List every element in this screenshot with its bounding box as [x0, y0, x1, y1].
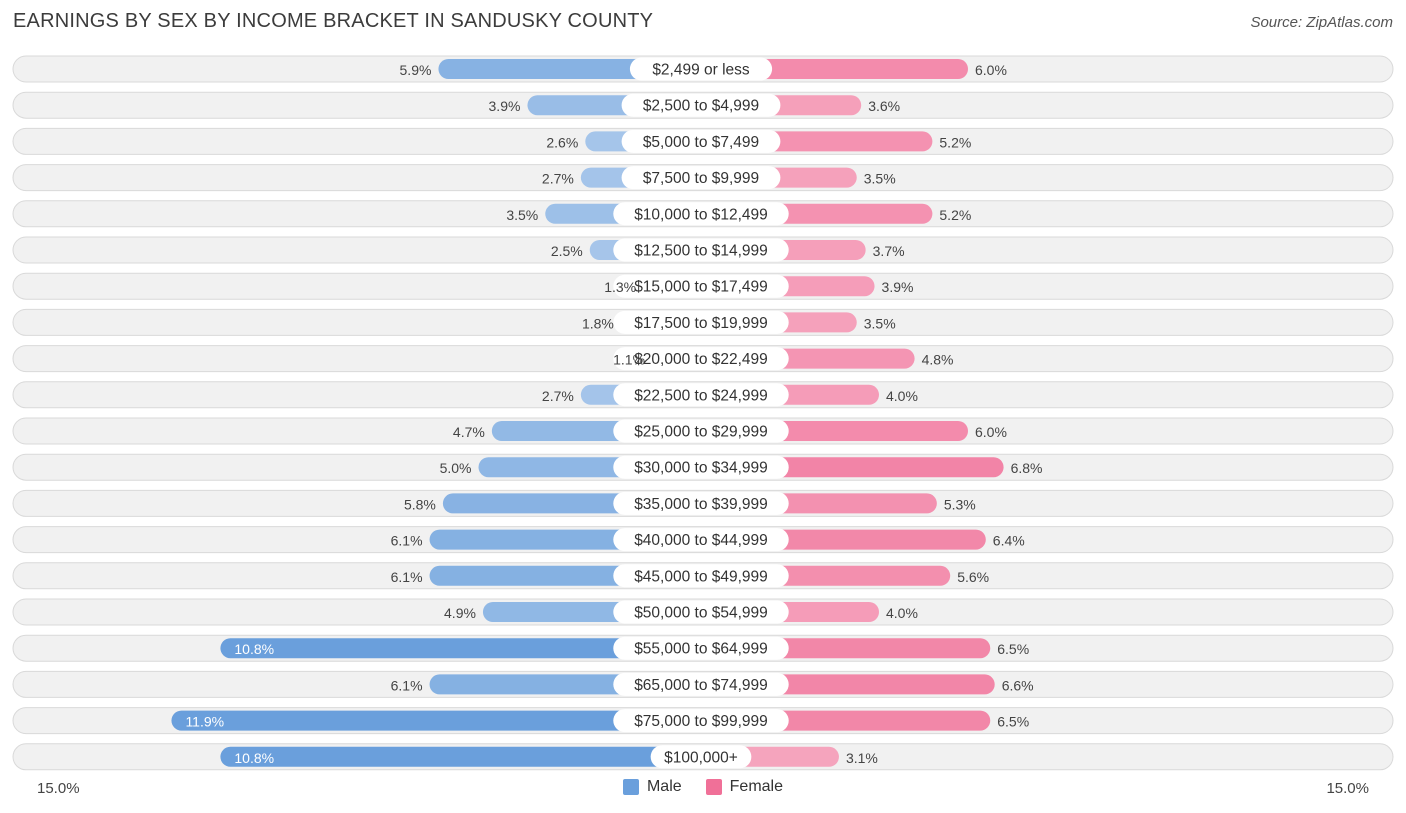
female-value-label: 6.0% — [975, 424, 1007, 440]
male-bar[interactable] — [220, 638, 701, 659]
category-pill — [613, 564, 789, 588]
male-value-label: 1.3% — [604, 279, 636, 295]
category-label: $20,000 to $22,499 — [634, 351, 768, 368]
category-pill — [621, 93, 781, 117]
legend: Male Female — [0, 778, 1406, 796]
category-label: $40,000 to $44,999 — [634, 532, 768, 549]
female-value-label: 4.8% — [922, 352, 954, 368]
category-pill — [613, 202, 789, 226]
category-label: $22,500 to $24,999 — [634, 387, 768, 404]
axis-min-label: 15.0% — [37, 780, 80, 797]
male-value-label: 11.9% — [185, 714, 224, 730]
male-value-label: 6.1% — [391, 677, 423, 693]
female-value-label: 3.1% — [846, 750, 878, 766]
male-value-label: 4.7% — [453, 424, 485, 440]
category-label: $15,000 to $17,499 — [634, 279, 768, 296]
category-pill — [613, 600, 789, 624]
category-pill — [629, 57, 773, 81]
legend-item-male[interactable]: Male — [622, 778, 682, 796]
bar-chart: $2,499 or less 5.9% 6.0% $2,500 to $4,999 3.… — [12, 55, 1394, 771]
category-label: $2,499 or less — [652, 62, 750, 79]
category-pill — [613, 238, 789, 262]
female-value-label: 5.2% — [939, 134, 971, 150]
male-value-label: 2.5% — [551, 243, 583, 259]
category-pill — [613, 528, 789, 552]
male-value-label: 10.8% — [234, 641, 274, 657]
female-value-label: 6.5% — [997, 714, 1029, 730]
category-label: $45,000 to $49,999 — [634, 568, 768, 585]
legend-swatch-male — [622, 779, 639, 795]
male-value-label: 2.6% — [546, 134, 578, 150]
category-pill — [613, 455, 789, 479]
male-value-label: 3.9% — [489, 98, 521, 114]
male-value-label: 2.7% — [542, 171, 574, 187]
category-pill — [613, 419, 789, 443]
category-label: $5,000 to $7,499 — [643, 134, 759, 151]
legend-label-male: Male — [646, 778, 682, 795]
male-bar[interactable] — [220, 746, 701, 767]
male-value-label: 5.9% — [400, 62, 432, 78]
category-pill — [613, 672, 789, 696]
male-value-label: 10.8% — [234, 750, 274, 766]
category-label: $25,000 to $29,999 — [634, 424, 768, 441]
male-value-label: 2.7% — [542, 388, 574, 404]
category-label: $100,000+ — [664, 749, 738, 766]
female-value-label: 3.9% — [882, 279, 914, 295]
category-label: $7,500 to $9,999 — [643, 170, 759, 187]
category-pill — [613, 347, 789, 371]
legend-item-female[interactable]: Female — [705, 778, 784, 796]
category-label: $55,000 to $64,999 — [634, 641, 768, 658]
male-value-label: 6.1% — [391, 533, 423, 549]
source-label: Source: ZipAtlas.com — [1250, 14, 1393, 31]
category-label: $30,000 to $34,999 — [634, 460, 768, 477]
male-value-label: 1.1% — [613, 352, 645, 368]
female-value-label: 5.6% — [957, 569, 989, 585]
male-value-label: 5.8% — [404, 496, 436, 512]
male-bar[interactable] — [171, 710, 701, 731]
female-value-label: 6.5% — [997, 641, 1029, 657]
male-value-label: 4.9% — [444, 605, 476, 621]
female-value-label: 4.0% — [886, 605, 918, 621]
male-value-label: 5.0% — [440, 460, 472, 476]
female-value-label: 5.3% — [944, 496, 976, 512]
category-label: $17,500 to $19,999 — [634, 315, 768, 332]
chart-title: EARNINGS BY SEX BY INCOME BRACKET IN SAN… — [13, 10, 654, 32]
category-pill — [650, 745, 752, 769]
female-value-label: 6.8% — [1011, 460, 1043, 476]
axis-max-label: 15.0% — [1326, 780, 1369, 797]
category-label: $12,500 to $14,999 — [634, 243, 768, 260]
male-value-label: 3.5% — [506, 207, 538, 223]
category-label: $35,000 to $39,999 — [634, 496, 768, 513]
category-pill — [621, 129, 781, 153]
category-pill — [613, 491, 789, 515]
female-value-label: 3.5% — [864, 315, 896, 331]
female-value-label: 3.6% — [868, 98, 900, 114]
female-value-label: 5.2% — [939, 207, 971, 223]
female-value-label: 3.5% — [864, 171, 896, 187]
legend-swatch-female — [705, 779, 722, 795]
category-pill — [621, 166, 781, 190]
female-value-label: 3.7% — [873, 243, 905, 259]
category-label: $75,000 to $99,999 — [634, 713, 768, 730]
legend-label-female: Female — [729, 778, 784, 795]
male-value-label: 1.8% — [582, 315, 614, 331]
female-value-label: 4.0% — [886, 388, 918, 404]
female-value-label: 6.4% — [993, 533, 1025, 549]
female-value-label: 6.0% — [975, 62, 1007, 78]
category-pill — [613, 274, 789, 298]
female-value-label: 6.6% — [1002, 677, 1034, 693]
category-pill — [613, 310, 789, 334]
category-pill — [613, 636, 789, 660]
category-label: $10,000 to $12,499 — [634, 206, 768, 223]
category-pill — [613, 709, 789, 733]
category-label: $50,000 to $54,999 — [634, 605, 768, 622]
category-pill — [613, 383, 789, 407]
category-label: $2,500 to $4,999 — [643, 98, 759, 115]
category-label: $65,000 to $74,999 — [634, 677, 768, 694]
male-value-label: 6.1% — [391, 569, 423, 585]
